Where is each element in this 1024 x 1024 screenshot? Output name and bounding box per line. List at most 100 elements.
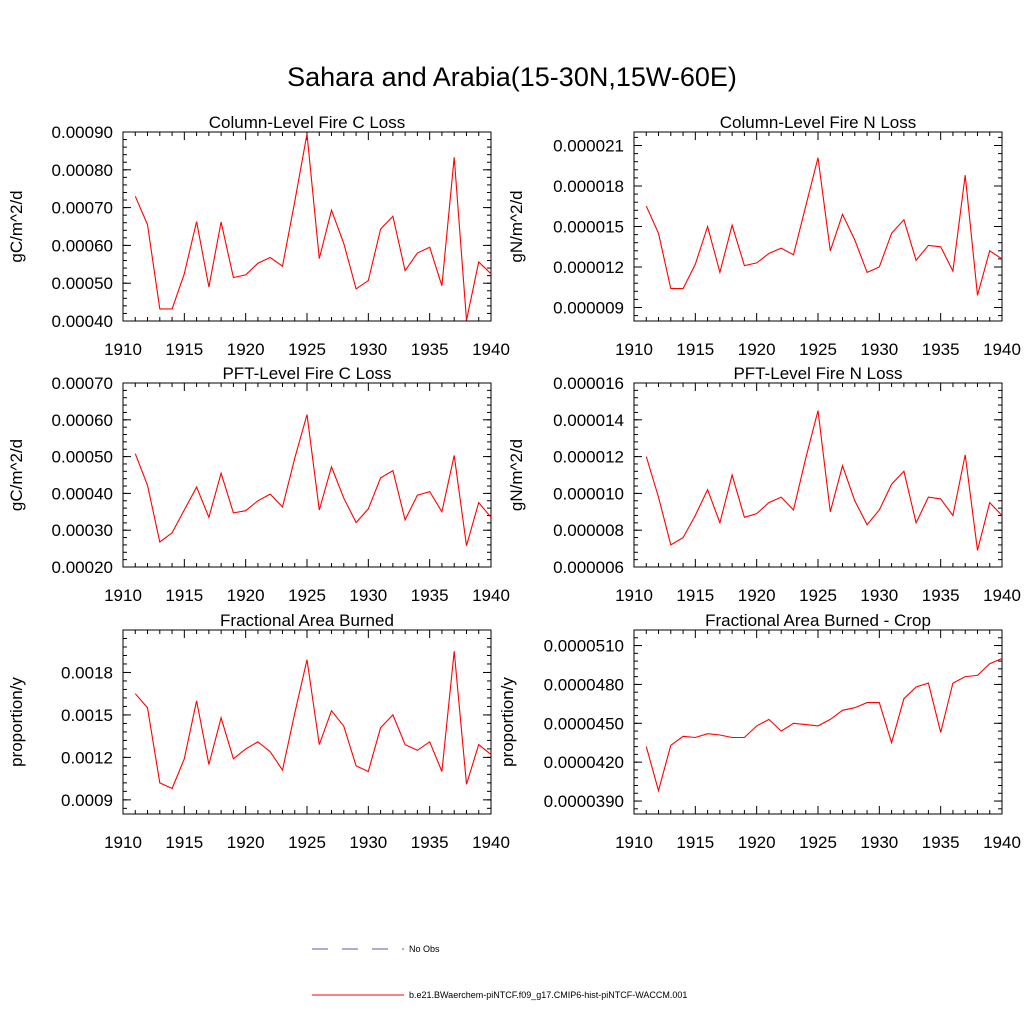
y-tick-label: 0.00060: [52, 236, 113, 255]
x-tick-label: 1925: [288, 586, 326, 605]
y-tick-label: 0.0012: [61, 748, 113, 767]
y-tick-label: 0.00070: [52, 374, 113, 393]
y-tick-label: 0.000021: [553, 137, 624, 156]
panel-title: PFT-Level Fire N Loss: [733, 364, 902, 383]
x-tick-label: 1910: [104, 586, 142, 605]
x-tick-label: 1930: [860, 340, 898, 359]
panel-title: Fractional Area Burned - Crop: [705, 611, 931, 630]
x-tick-label: 1930: [349, 833, 387, 852]
x-tick-label: 1930: [349, 340, 387, 359]
x-tick-label: 1920: [227, 340, 265, 359]
x-tick-label: 1915: [165, 340, 203, 359]
y-tick-label: 0.000012: [553, 448, 624, 467]
x-tick-label: 1920: [227, 586, 265, 605]
y-tick-label: 0.0000420: [544, 753, 624, 772]
y-axis-label: proportion/y: [7, 677, 26, 767]
x-tick-label: 1910: [615, 586, 653, 605]
y-tick-label: 0.00040: [52, 484, 113, 503]
x-tick-label: 1920: [227, 833, 265, 852]
panel-title: Column-Level Fire C Loss: [209, 113, 406, 132]
y-axis-label: gC/m^2/d: [7, 439, 26, 511]
x-tick-label: 1910: [615, 340, 653, 359]
y-tick-label: 0.000012: [553, 258, 624, 277]
x-tick-label: 1915: [676, 340, 714, 359]
y-tick-label: 0.0018: [61, 663, 113, 682]
y-tick-label: 0.0000450: [544, 714, 624, 733]
x-tick-label: 1930: [860, 586, 898, 605]
y-tick-label: 0.0000390: [544, 792, 624, 811]
y-tick-label: 0.000014: [553, 411, 624, 430]
x-tick-label: 1940: [472, 833, 510, 852]
x-tick-label: 1920: [738, 833, 776, 852]
x-tick-label: 1930: [860, 833, 898, 852]
x-tick-label: 1940: [472, 340, 510, 359]
chart-panel-4: PFT-Level Fire N Loss 1910 1915 1920 1925 193…: [507, 364, 1021, 605]
legend-label-model: b.e21.BWaerchem-piNTCF.f09_g17.CMIP6-his…: [409, 990, 687, 1000]
x-tick-label: 1910: [615, 833, 653, 852]
panel-title: Fractional Area Burned: [220, 611, 394, 630]
y-tick-label: 0.0000480: [544, 675, 624, 694]
y-tick-label: 0.000008: [553, 521, 624, 540]
x-tick-label: 1920: [738, 586, 776, 605]
plot-frame: [633, 629, 1003, 815]
series-line: [134, 414, 492, 546]
y-axis-label: gN/m^2/d: [507, 439, 526, 511]
series-line: [134, 651, 492, 790]
panel-title: Column-Level Fire N Loss: [720, 113, 917, 132]
x-tick-label: 1935: [411, 833, 449, 852]
y-tick-label: 0.000006: [553, 558, 624, 577]
chart-panel-2: Column-Level Fire N Loss 1910 1915 1920 1925…: [507, 113, 1021, 359]
y-tick-label: 0.000009: [553, 299, 624, 318]
y-tick-label: 0.00050: [52, 448, 113, 467]
x-tick-label: 1920: [738, 340, 776, 359]
series-line: [645, 157, 1003, 296]
x-tick-label: 1925: [799, 586, 837, 605]
y-tick-label: 0.0015: [61, 706, 113, 725]
x-tick-label: 1910: [104, 340, 142, 359]
y-tick-label: 0.000016: [553, 374, 624, 393]
series-line: [645, 657, 1003, 793]
y-tick-label: 0.00030: [52, 521, 113, 540]
y-axis-label: gC/m^2/d: [7, 190, 26, 262]
x-tick-label: 1940: [983, 586, 1021, 605]
x-tick-label: 1915: [165, 833, 203, 852]
y-tick-label: 0.00040: [52, 312, 113, 331]
legend-label-no-obs: No Obs: [409, 944, 440, 954]
x-tick-label: 1940: [472, 586, 510, 605]
chart-panel-3: PFT-Level Fire C Loss 1910 1915 1920 1925 193…: [7, 364, 510, 605]
x-tick-label: 1910: [104, 833, 142, 852]
x-tick-label: 1935: [411, 586, 449, 605]
chart-panel-6: Fractional Area Burned - Crop 1910 1915 192…: [498, 611, 1021, 852]
x-tick-label: 1940: [983, 340, 1021, 359]
chart-panel-5: Fractional Area Burned 1910 1915 1920 1925 19…: [7, 611, 510, 852]
x-tick-label: 1915: [676, 586, 714, 605]
y-tick-label: 0.0009: [61, 791, 113, 810]
y-tick-label: 0.00080: [52, 161, 113, 180]
x-tick-label: 1935: [922, 340, 960, 359]
y-tick-label: 0.00050: [52, 274, 113, 293]
x-tick-label: 1925: [799, 340, 837, 359]
x-tick-label: 1940: [983, 833, 1021, 852]
y-tick-label: 0.000018: [553, 177, 624, 196]
x-tick-label: 1925: [799, 833, 837, 852]
y-tick-label: 0.000015: [553, 218, 624, 237]
plot-frame: [122, 629, 492, 815]
plot-frame: [122, 382, 492, 568]
figure-title: Sahara and Arabia(15-30N,15W-60E): [287, 62, 737, 92]
x-tick-label: 1915: [165, 586, 203, 605]
y-tick-label: 0.00090: [52, 123, 113, 142]
y-tick-label: 0.000010: [553, 484, 624, 503]
y-tick-label: 0.0000510: [544, 637, 624, 656]
chart-panel-1: Column-Level Fire C Loss 1910 1915 1920 1925…: [7, 113, 510, 359]
panel-title: PFT-Level Fire C Loss: [222, 364, 391, 383]
x-tick-label: 1915: [676, 833, 714, 852]
series-line: [134, 133, 492, 321]
y-axis-label: gN/m^2/d: [507, 190, 526, 262]
y-tick-label: 0.00070: [52, 199, 113, 218]
y-tick-label: 0.00060: [52, 411, 113, 430]
x-tick-label: 1935: [922, 833, 960, 852]
series-line: [645, 410, 1003, 551]
x-tick-label: 1935: [411, 340, 449, 359]
x-tick-label: 1925: [288, 833, 326, 852]
